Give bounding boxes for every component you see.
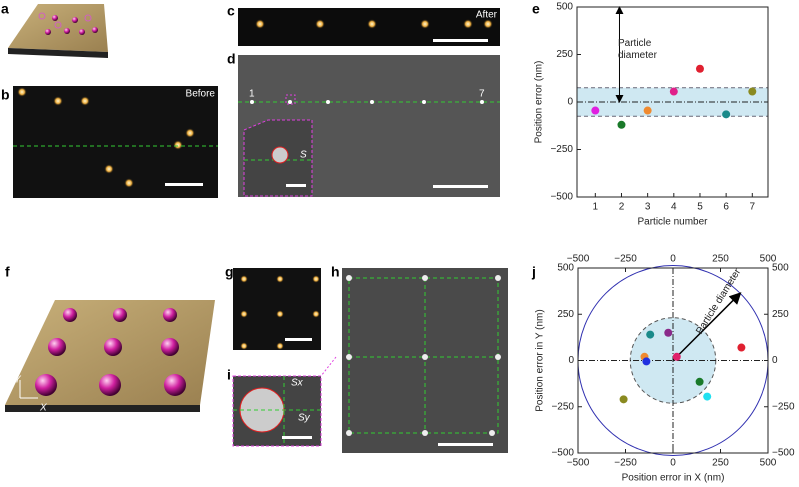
point bbox=[643, 106, 652, 115]
x-tick-label: −500 bbox=[567, 458, 590, 469]
axis-indicator: X bbox=[39, 403, 47, 414]
panel-f-illustration bbox=[5, 300, 215, 412]
panel-label: i bbox=[227, 367, 231, 383]
x-tick-label: 250 bbox=[712, 458, 729, 469]
x-tick-label: 6 bbox=[723, 202, 729, 213]
x-axis-title: Position error in X (nm) bbox=[622, 473, 725, 484]
x-tick-label: 4 bbox=[671, 202, 677, 213]
point bbox=[748, 87, 757, 96]
panel-label: d bbox=[227, 51, 236, 67]
panel-b-image bbox=[13, 86, 218, 198]
spacing-label: Sx bbox=[291, 378, 304, 389]
point bbox=[695, 64, 704, 73]
y2-tick-label: 0 bbox=[772, 355, 778, 366]
x-tick-label: 0 bbox=[670, 458, 676, 469]
y-tick-label: 250 bbox=[556, 49, 573, 60]
x2-tick-label: −250 bbox=[614, 254, 637, 265]
particle-index: 7 bbox=[479, 89, 485, 100]
point bbox=[617, 120, 626, 129]
particle-index: 1 bbox=[249, 89, 255, 100]
y-tick-label: 250 bbox=[557, 309, 574, 320]
panel-label: e bbox=[532, 1, 540, 17]
y-tick-label: −250 bbox=[551, 401, 574, 412]
x-tick-label: −250 bbox=[614, 458, 637, 469]
x-tick-label: 7 bbox=[750, 202, 756, 213]
x-tick-label: 3 bbox=[645, 202, 651, 213]
panel-h-image bbox=[320, 268, 508, 453]
x-axis-title: Particle number bbox=[637, 217, 708, 228]
y-tick-label: 0 bbox=[567, 97, 573, 108]
y2-tick-label: 500 bbox=[772, 263, 789, 274]
y2-tick-label: −250 bbox=[772, 401, 795, 412]
point bbox=[695, 377, 704, 386]
y-tick-label: −250 bbox=[550, 144, 573, 155]
y-tick-label: 500 bbox=[556, 2, 573, 13]
panel-a-illustration bbox=[8, 4, 108, 58]
panel-label: c bbox=[227, 3, 235, 19]
x2-tick-label: −500 bbox=[567, 254, 590, 265]
x-tick-label: 5 bbox=[697, 202, 703, 213]
x-tick-label: 2 bbox=[619, 202, 625, 213]
x2-tick-label: 500 bbox=[760, 254, 777, 265]
y-tick-label: −500 bbox=[550, 192, 573, 203]
axis-indicator: Y bbox=[14, 375, 22, 386]
point bbox=[619, 395, 628, 404]
panel-label: f bbox=[5, 264, 10, 280]
panel-label: g bbox=[225, 264, 234, 280]
x2-tick-label: 250 bbox=[712, 254, 729, 265]
point bbox=[672, 352, 681, 361]
image-caption: Before bbox=[186, 89, 216, 100]
image-caption: After bbox=[476, 10, 498, 21]
point bbox=[669, 87, 678, 96]
spacing-label: S bbox=[300, 150, 307, 161]
x2-tick-label: 0 bbox=[670, 254, 676, 265]
panel-label: j bbox=[531, 264, 536, 280]
panel-d-image bbox=[238, 55, 500, 197]
point bbox=[591, 106, 600, 115]
y-tick-label: 0 bbox=[568, 355, 574, 366]
x-tick-label: 500 bbox=[760, 458, 777, 469]
y-axis-title: Position error (nm) bbox=[534, 61, 545, 144]
panel-c-image bbox=[238, 8, 500, 46]
panel-label: a bbox=[1, 1, 9, 17]
y-tick-label: 500 bbox=[557, 263, 574, 274]
spacing-label: Sy bbox=[298, 413, 311, 424]
annotation: Particle diameter bbox=[618, 38, 657, 61]
y-tick-label: −500 bbox=[551, 448, 574, 459]
x-tick-label: 1 bbox=[593, 202, 599, 213]
point bbox=[703, 392, 712, 401]
panel-g-image bbox=[233, 268, 321, 350]
y2-tick-label: −500 bbox=[772, 448, 795, 459]
panel-i-image bbox=[232, 375, 322, 447]
point bbox=[664, 328, 673, 337]
panel-label: h bbox=[331, 264, 340, 280]
y-axis-title: Position error in Y (nm) bbox=[535, 309, 546, 411]
point bbox=[737, 343, 746, 352]
point bbox=[642, 357, 651, 366]
point bbox=[722, 110, 731, 119]
y2-tick-label: 250 bbox=[772, 309, 789, 320]
point bbox=[646, 330, 655, 339]
arrow bbox=[672, 292, 742, 362]
panel-label: b bbox=[1, 87, 10, 103]
